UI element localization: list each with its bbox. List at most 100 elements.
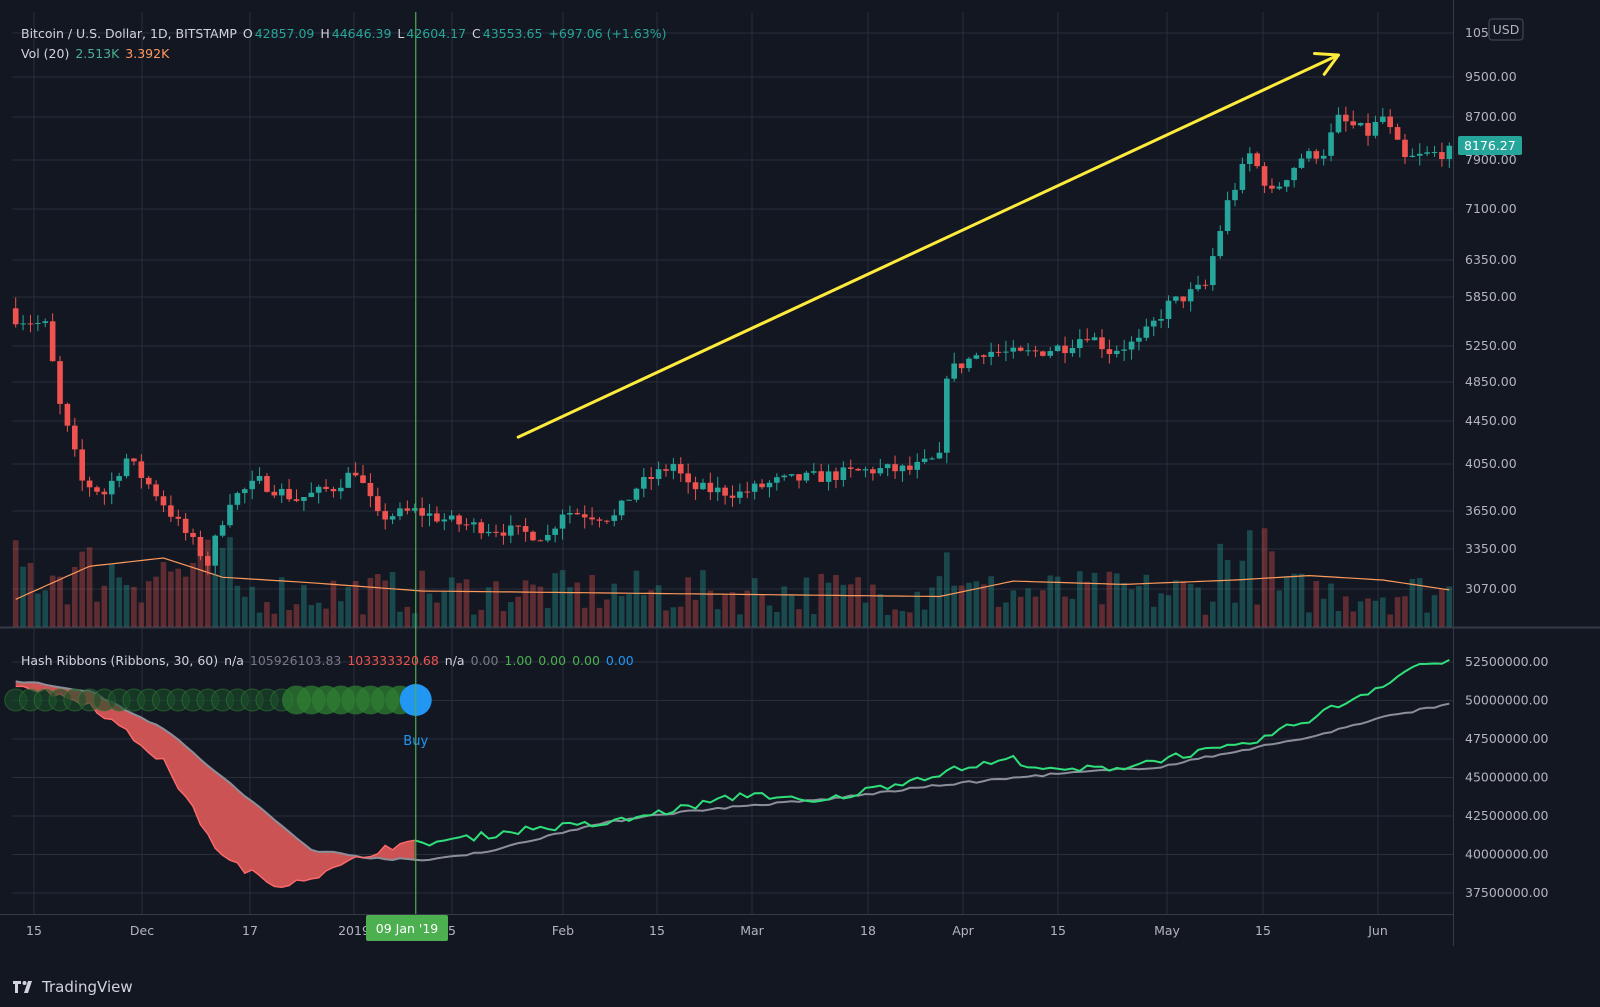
candle-body [108, 480, 115, 495]
candle-body [1306, 151, 1312, 159]
tradingview-logo-icon[interactable] [12, 980, 36, 994]
volume-bar [1232, 602, 1238, 627]
time-axis-tick: Apr [952, 923, 974, 938]
volume-bar [1054, 576, 1061, 627]
candle-body [1394, 127, 1401, 140]
candle-body [1232, 189, 1238, 201]
close-label: C [472, 26, 481, 41]
volume-bar [618, 596, 625, 627]
volume-value: 2.513K [75, 46, 120, 61]
hash-ribbon-capitulation [15, 681, 415, 888]
volume-bar [611, 583, 618, 627]
candle-body [677, 464, 684, 474]
price-axis-tick: 4050.00 [1465, 456, 1517, 471]
candle-body [234, 493, 241, 505]
candle-body [862, 469, 869, 471]
candle-body [744, 491, 751, 493]
volume-label[interactable]: Vol (20) [21, 46, 70, 61]
volume-bar [278, 577, 285, 627]
volume-bar [870, 584, 876, 627]
candle-body [1187, 289, 1194, 302]
candle-body [1291, 167, 1297, 181]
volume-bar [1409, 578, 1416, 627]
candle-body [1099, 337, 1105, 350]
candle-body [219, 525, 226, 536]
candle-body [884, 464, 891, 469]
candle-body [973, 355, 980, 359]
volume-bar [175, 568, 182, 627]
volume-bar [596, 607, 603, 627]
candle-body [145, 477, 152, 485]
candle-body [1010, 347, 1017, 352]
volume-bar [803, 577, 810, 627]
candle-body [278, 488, 285, 496]
change-value: +697.06 (+1.63%) [548, 26, 667, 41]
time-axis-tick: 5 [448, 923, 456, 938]
candle-body [323, 486, 329, 489]
low-value: 42604.17 [406, 26, 467, 41]
candle-body [397, 508, 403, 517]
volume-bar [744, 590, 751, 627]
volume-bar [493, 581, 499, 627]
candle-body [330, 488, 337, 492]
volume-bar [434, 602, 440, 627]
volume-bar [884, 614, 891, 627]
volume-bar [1343, 596, 1349, 627]
symbol-title[interactable]: Bitcoin / U.S. Dollar, 1D, BITSTAMP [21, 26, 237, 41]
candle-body [559, 514, 566, 529]
candle-body [1431, 152, 1438, 154]
price-axis-tick: 105 [1465, 25, 1489, 40]
volume-bar [42, 590, 49, 627]
candle-body [810, 471, 817, 473]
candle-body [1343, 114, 1349, 122]
time-axis-tick: Mar [740, 923, 764, 938]
volume-bar [153, 576, 159, 627]
candle-body [1365, 123, 1371, 136]
tradingview-brand[interactable]: TradingView [42, 978, 133, 996]
candle-body [751, 483, 758, 492]
indicator-title[interactable]: Hash Ribbons (Ribbons, 30, 60) [21, 653, 219, 668]
candle-body [308, 492, 315, 498]
time-axis-tick: May [1154, 923, 1180, 938]
volume-bar [537, 586, 544, 627]
candle-body [1217, 231, 1224, 257]
volume-bar [138, 602, 145, 627]
candle-body [1047, 351, 1054, 356]
candle-body [1372, 121, 1379, 136]
volume-bar [345, 586, 352, 627]
volume-bar [500, 611, 507, 627]
candle-body [1077, 339, 1083, 349]
candle-body [1017, 347, 1024, 351]
volume-bar [367, 577, 374, 627]
price-axis-tick: 6350.00 [1465, 252, 1517, 267]
volume-bar [1328, 583, 1334, 627]
hash-slow-ma-line [15, 680, 1450, 862]
candle-body [729, 495, 736, 498]
candle-body [57, 361, 63, 404]
volume-ma-value: 3.392K [125, 46, 170, 61]
candle-body [1402, 139, 1408, 158]
volume-bar [522, 580, 529, 627]
candle-body [116, 476, 122, 481]
candle-body [227, 504, 233, 526]
volume-bar [1402, 596, 1408, 627]
candle-body [448, 515, 455, 520]
main-legend: Bitcoin / U.S. Dollar, 1D, BITSTAMP O 428… [21, 24, 669, 64]
volume-bar [315, 602, 322, 627]
candle-body [256, 476, 263, 481]
volume-bar [559, 570, 566, 627]
volume-bar [1313, 581, 1320, 627]
volume-bar [471, 614, 477, 627]
candle-body [870, 469, 876, 474]
volume-bar [1010, 590, 1017, 627]
volume-bar [1446, 586, 1453, 627]
candle-body [544, 534, 551, 541]
volume-bar [515, 596, 522, 627]
volume-bar [256, 612, 263, 627]
volume-bar [168, 571, 174, 627]
grid-lines [0, 0, 1600, 946]
volume-bar [212, 574, 219, 627]
low-label: L [397, 26, 405, 41]
candle-body [1069, 348, 1076, 354]
